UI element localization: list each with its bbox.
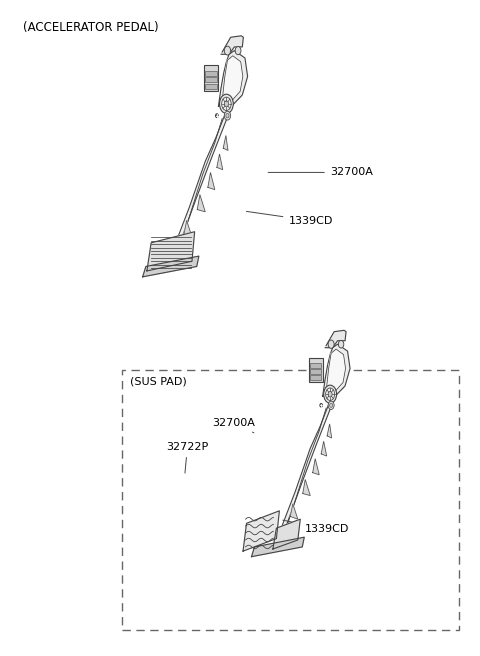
Polygon shape	[147, 232, 194, 271]
Circle shape	[222, 97, 231, 110]
Polygon shape	[208, 173, 215, 190]
Bar	[310, 369, 321, 374]
PathPatch shape	[164, 96, 241, 269]
Polygon shape	[326, 349, 346, 392]
Polygon shape	[221, 36, 243, 54]
Circle shape	[330, 403, 333, 407]
Polygon shape	[243, 511, 279, 551]
Polygon shape	[279, 528, 287, 542]
Circle shape	[320, 403, 323, 407]
Polygon shape	[172, 247, 180, 261]
Text: (SUS PAD): (SUS PAD)	[131, 377, 187, 386]
Polygon shape	[327, 424, 332, 438]
Text: 32722P: 32722P	[166, 442, 208, 473]
Polygon shape	[273, 519, 300, 549]
Circle shape	[338, 340, 344, 348]
Circle shape	[224, 112, 231, 120]
Bar	[122, 370, 459, 630]
Text: 32700A: 32700A	[268, 167, 373, 177]
PathPatch shape	[271, 387, 344, 549]
Polygon shape	[303, 480, 310, 495]
Polygon shape	[312, 459, 319, 475]
Polygon shape	[143, 256, 199, 277]
Polygon shape	[222, 56, 243, 101]
Bar	[310, 375, 321, 380]
Bar	[309, 358, 323, 382]
Polygon shape	[184, 220, 192, 237]
Bar	[205, 77, 217, 83]
Circle shape	[328, 401, 334, 409]
Circle shape	[224, 101, 228, 107]
Text: (ACCELERATOR PEDAL): (ACCELERATOR PEDAL)	[24, 21, 159, 33]
Polygon shape	[323, 344, 350, 396]
Bar	[204, 66, 218, 91]
Circle shape	[216, 113, 218, 117]
Circle shape	[224, 46, 231, 55]
Circle shape	[325, 388, 335, 400]
Circle shape	[235, 47, 241, 54]
Circle shape	[226, 113, 229, 118]
Bar	[205, 71, 217, 75]
Circle shape	[328, 340, 334, 348]
Polygon shape	[325, 331, 346, 348]
Text: 1339CD: 1339CD	[283, 520, 349, 534]
Circle shape	[219, 94, 233, 113]
Text: 1339CD: 1339CD	[246, 211, 333, 226]
Polygon shape	[252, 537, 304, 557]
Bar	[205, 84, 217, 89]
Polygon shape	[223, 136, 228, 150]
Circle shape	[328, 392, 332, 397]
Polygon shape	[218, 51, 248, 106]
Bar	[310, 363, 321, 368]
Polygon shape	[197, 195, 205, 212]
Text: 32700A: 32700A	[212, 418, 255, 433]
Polygon shape	[217, 154, 223, 170]
Polygon shape	[321, 441, 327, 456]
Circle shape	[324, 385, 336, 403]
Polygon shape	[290, 504, 298, 519]
